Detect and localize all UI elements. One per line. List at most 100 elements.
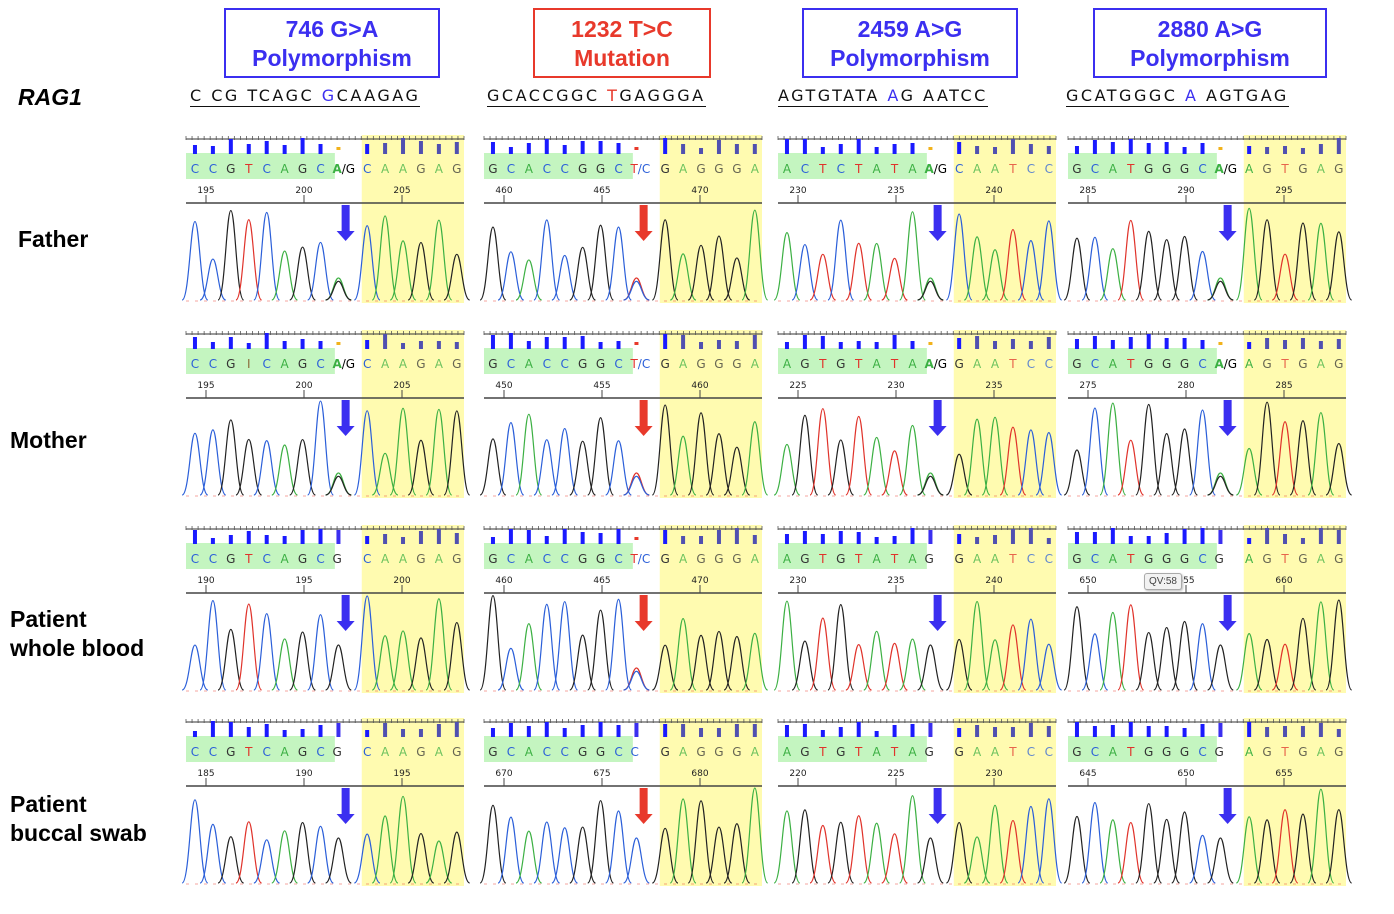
trace-peak bbox=[515, 830, 543, 884]
trace-peak bbox=[353, 225, 381, 301]
trace-peak bbox=[353, 833, 381, 884]
trace-peak bbox=[407, 832, 435, 884]
base-letter: G bbox=[1262, 745, 1271, 759]
trace-peak bbox=[353, 410, 381, 496]
base-letter: T bbox=[1126, 162, 1135, 176]
base-letter: G bbox=[1334, 162, 1343, 176]
axis-tick-label: 285 bbox=[1079, 186, 1096, 196]
quality-bar bbox=[1318, 528, 1323, 544]
quality-bar bbox=[1283, 726, 1288, 737]
left-flank-highlight bbox=[1068, 736, 1217, 762]
quality-bar bbox=[734, 144, 739, 154]
trace-peak bbox=[371, 215, 399, 301]
quality-bar bbox=[699, 728, 704, 737]
quality-bar bbox=[282, 730, 287, 737]
base-letter: C bbox=[507, 745, 515, 759]
quality-bar bbox=[616, 341, 621, 349]
trace-peak bbox=[587, 609, 614, 691]
base-letter: C bbox=[316, 162, 324, 176]
base-letter: C bbox=[316, 552, 324, 566]
left-flank-highlight bbox=[1068, 153, 1217, 179]
quality-bar bbox=[1247, 538, 1252, 544]
quality-bar bbox=[634, 723, 639, 737]
left-flank-highlight bbox=[778, 543, 927, 569]
quality-bar bbox=[1092, 532, 1097, 544]
quality-bar bbox=[910, 528, 915, 544]
base-letter: T bbox=[1008, 745, 1017, 759]
right-flank-highlight bbox=[659, 718, 762, 886]
base-letter: G bbox=[1072, 357, 1081, 371]
quality-bar bbox=[418, 531, 423, 544]
row-label-line1: Mother bbox=[10, 427, 87, 453]
base-letter: A bbox=[751, 162, 760, 176]
quality-bar bbox=[928, 342, 933, 345]
trace-peak bbox=[605, 810, 632, 884]
quality-bar bbox=[264, 333, 269, 349]
left-flank-highlight bbox=[186, 348, 335, 374]
base-letter: T bbox=[1008, 357, 1017, 371]
base-letter: T bbox=[818, 162, 827, 176]
base-letter: C bbox=[561, 552, 569, 566]
row-label-line1: Father bbox=[18, 226, 89, 252]
base-letter: A bbox=[281, 357, 290, 371]
variant-title: 2459 A>G bbox=[857, 16, 963, 42]
trace-peak bbox=[425, 840, 453, 884]
quality-bar bbox=[454, 722, 459, 737]
axis-tick-label: 230 bbox=[789, 576, 806, 586]
quality-bar bbox=[681, 144, 686, 154]
quality-bar bbox=[699, 148, 704, 154]
base-letter: C bbox=[1045, 162, 1053, 176]
variant-title: 1232 T>C bbox=[571, 16, 673, 42]
trace-peak bbox=[515, 623, 543, 691]
axis-tick-label: 295 bbox=[1275, 186, 1292, 196]
trace-peak bbox=[687, 412, 715, 496]
quality-bar bbox=[957, 534, 962, 544]
trace-peak bbox=[307, 400, 334, 496]
trace-peak bbox=[1207, 644, 1234, 691]
trace-peak-secondary bbox=[325, 475, 352, 496]
site-arrow-icon bbox=[928, 621, 947, 631]
quality-bar bbox=[1318, 723, 1323, 737]
base-letter: C bbox=[1027, 357, 1035, 371]
base-letter: T bbox=[854, 162, 863, 176]
base-letter: A bbox=[908, 552, 917, 566]
trace-peak bbox=[1099, 819, 1127, 884]
variant-box-2459: 2459 A>G Polymorphism bbox=[802, 8, 1018, 78]
trace-peak bbox=[605, 598, 632, 691]
trace-peak bbox=[1253, 219, 1281, 301]
base-letter: A bbox=[435, 357, 444, 371]
trace-peak bbox=[1271, 421, 1299, 496]
trace-peak bbox=[1235, 633, 1263, 691]
axis-tick-label: 200 bbox=[393, 576, 410, 586]
trace-peak bbox=[963, 600, 991, 691]
base-letter: T bbox=[854, 357, 863, 371]
trace-peak bbox=[1153, 433, 1181, 496]
trace-peak bbox=[651, 644, 679, 691]
site-arrow-icon bbox=[634, 621, 653, 631]
quality-bar bbox=[1300, 148, 1305, 154]
trace-peak bbox=[325, 837, 352, 884]
right-flank-highlight bbox=[1243, 525, 1346, 693]
base-letter: C bbox=[191, 552, 199, 566]
base-letter: G bbox=[696, 162, 705, 176]
base-call: T/C bbox=[629, 357, 650, 371]
base-letter: T bbox=[890, 162, 899, 176]
base-letter: G bbox=[298, 552, 307, 566]
base-letter: C bbox=[955, 162, 963, 176]
quality-bar bbox=[856, 139, 861, 154]
trace-peak bbox=[1307, 601, 1335, 691]
quality-bar bbox=[580, 725, 585, 737]
quality-bar bbox=[1164, 533, 1169, 544]
trace-peak bbox=[1207, 837, 1234, 884]
site-arrow-icon bbox=[336, 814, 355, 824]
quality-bar bbox=[1146, 143, 1151, 154]
trace-peak bbox=[407, 637, 435, 691]
base-letter: G bbox=[1334, 552, 1343, 566]
chromatogram-panel: A G T G T A T A G G A A T C C 230 235 240 bbox=[773, 525, 1063, 695]
trace-peak bbox=[569, 634, 597, 691]
variant-title: 746 G>A bbox=[285, 16, 379, 42]
chromatogram-panel: G C A C C G G C T/C G A G G G A 460 465 470 bbox=[479, 525, 769, 695]
base-letter: T bbox=[1280, 162, 1289, 176]
quality-bar bbox=[580, 141, 585, 154]
quality-bar bbox=[246, 144, 251, 154]
